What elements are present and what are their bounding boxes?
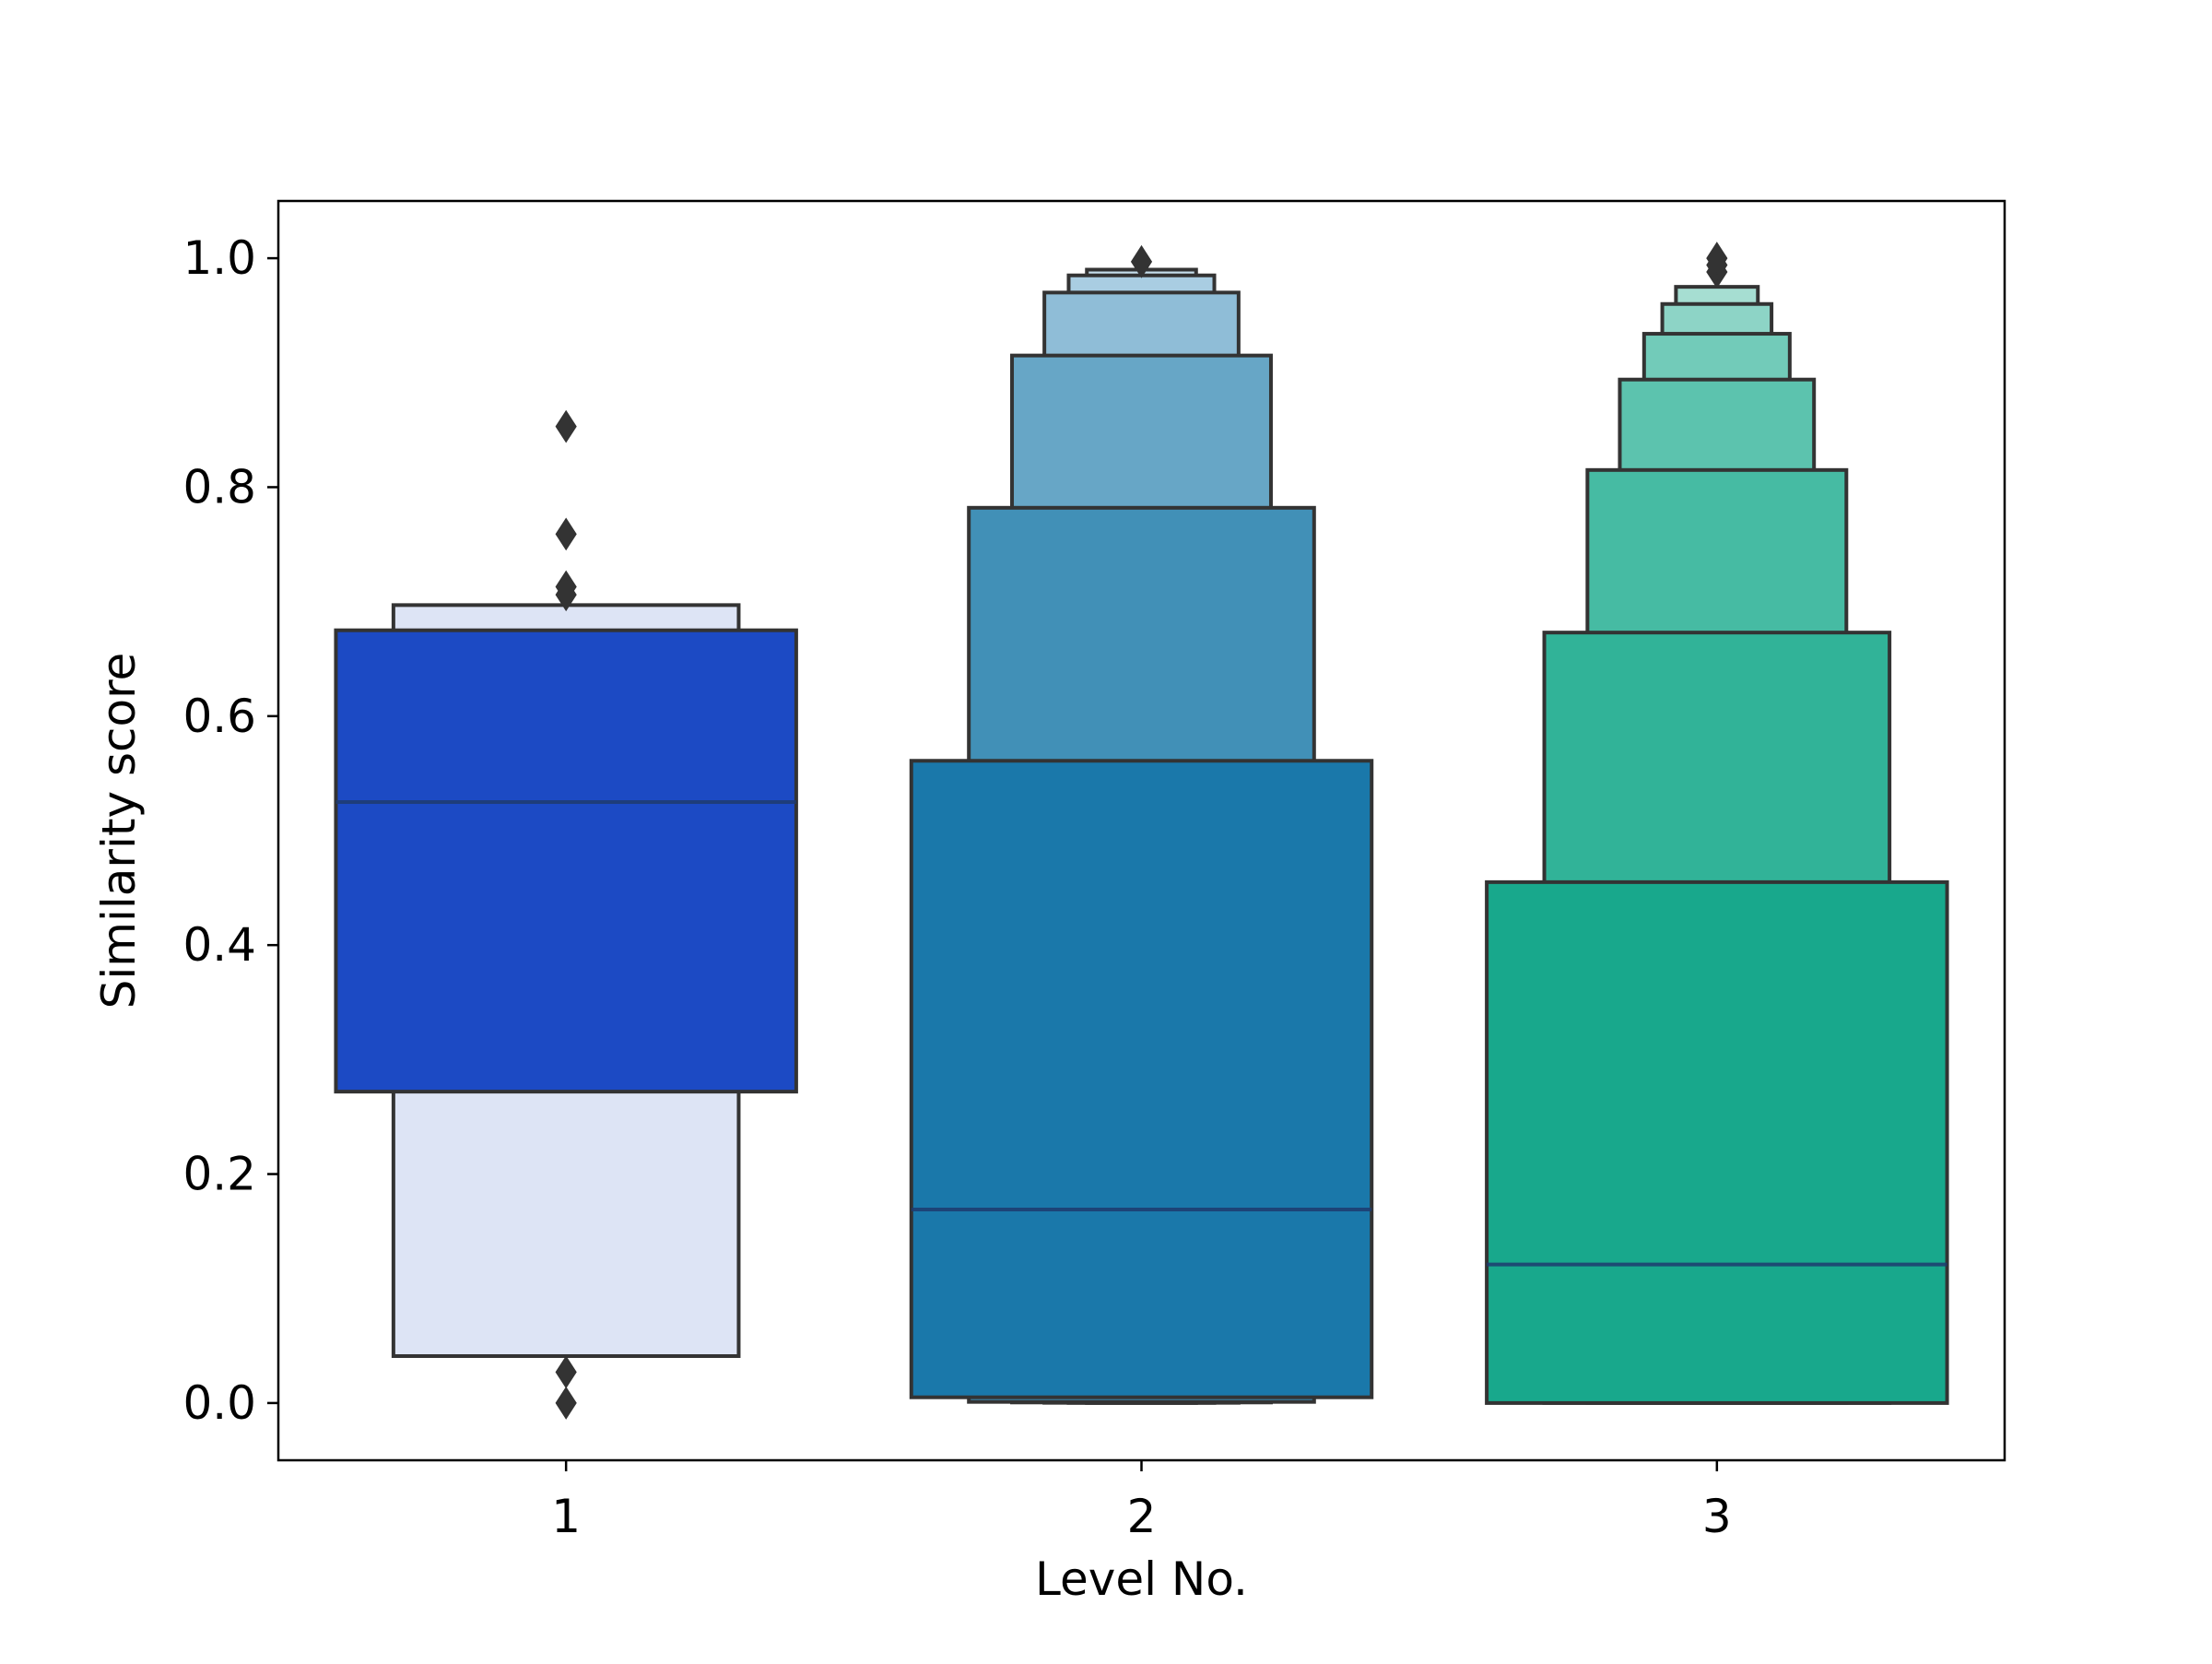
- box-1-level-1: [334, 628, 798, 1094]
- y-tick-label: 0.6: [182, 690, 256, 743]
- y-tick-label: 0.4: [182, 918, 256, 972]
- y-axis-label: Similarity score: [92, 653, 146, 1009]
- box-3-level-1: [1485, 879, 1949, 1405]
- outliers-layer: [555, 242, 1728, 1420]
- x-tick-label: 3: [1702, 1490, 1732, 1543]
- x-axis-label: Level No.: [1035, 1552, 1248, 1606]
- box-group-3: [1485, 285, 1949, 1405]
- x-tick-label: 1: [551, 1490, 581, 1543]
- box-group-2: [909, 267, 1374, 1405]
- y-axis: 0.0 0.2 0.4 0.6 0.8 1.0: [182, 231, 278, 1430]
- outlier-2-1: [1130, 244, 1153, 278]
- x-tick-label: 2: [1127, 1490, 1157, 1543]
- x-axis: 1 2 3: [551, 1460, 1732, 1543]
- box-2-level-1: [909, 759, 1374, 1399]
- outlier-3-3: [1706, 242, 1728, 276]
- y-tick-label: 0.8: [182, 460, 256, 513]
- boxes-layer: [334, 267, 1949, 1405]
- y-tick-label: 0.2: [182, 1148, 256, 1201]
- box-group-1: [334, 603, 798, 1358]
- outlier-1-6: [555, 1386, 577, 1420]
- y-tick-label: 1.0: [182, 231, 256, 285]
- outlier-1-1: [555, 409, 577, 443]
- outlier-1-4: [555, 578, 577, 612]
- y-tick-label: 0.0: [182, 1376, 256, 1430]
- outlier-1-2: [555, 517, 577, 551]
